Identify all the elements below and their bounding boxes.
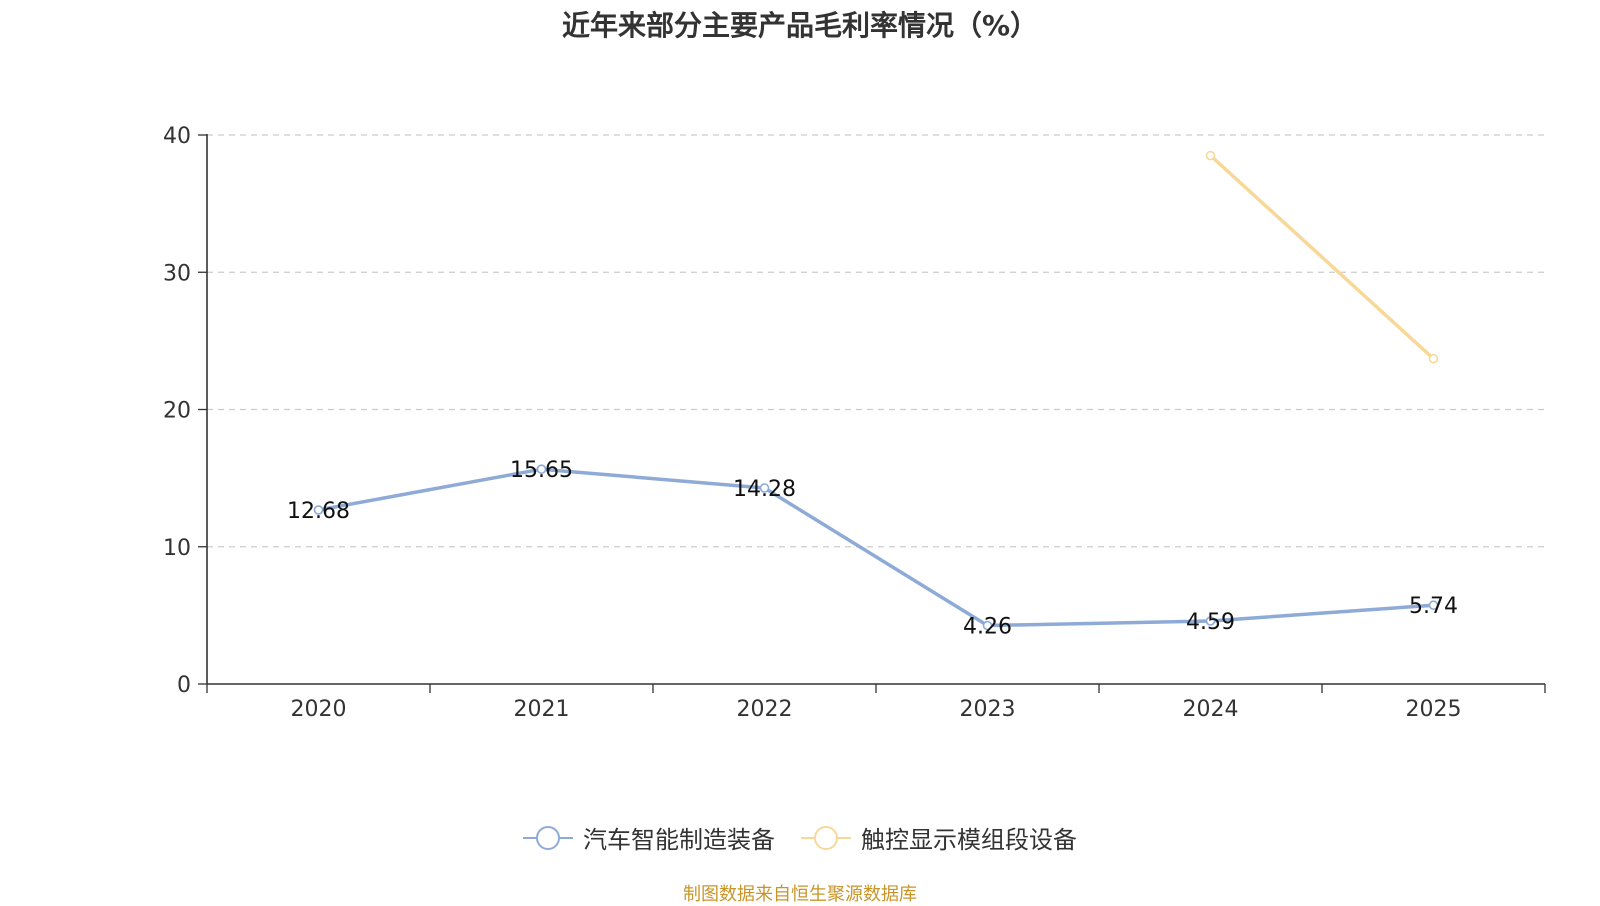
- legend: 汽车智能制造装备 触控显示模组段设备: [0, 820, 1600, 855]
- x-tick-label: 2024: [1183, 697, 1239, 722]
- y-tick-label: 0: [177, 673, 191, 698]
- series-2-line: [1208, 153, 1436, 361]
- y-tick-label: 30: [163, 261, 191, 286]
- y-tick-label: 10: [163, 536, 191, 561]
- legend-swatch-series-1: [523, 825, 573, 850]
- x-tick-label: 2021: [514, 697, 570, 722]
- series-1-point-2020[interactable]: [313, 505, 324, 515]
- series-1-point-2024[interactable]: [1205, 616, 1216, 626]
- x-tick-label: 2025: [1406, 697, 1462, 722]
- series-2-point-2025[interactable]: [1428, 353, 1439, 364]
- series-1-data-label: 14.28: [733, 477, 796, 502]
- series-2-point-2024[interactable]: [1205, 150, 1216, 161]
- x-tick-label: 2020: [291, 697, 347, 722]
- series-1-point-2025[interactable]: [1428, 600, 1439, 611]
- series-1-data-label: 4.26: [963, 615, 1012, 640]
- legend-item-series-2[interactable]: 触控显示模组段设备: [801, 820, 1077, 855]
- series-1-data-label: 12.68: [287, 499, 350, 524]
- legend-label-series-1: 汽车智能制造装备: [583, 826, 775, 854]
- series-1-data-label: 4.59: [1186, 610, 1235, 635]
- series-1-line: [316, 467, 1436, 628]
- legend-item-series-1[interactable]: 汽车智能制造装备: [523, 820, 775, 855]
- series-1-data-label: 15.65: [510, 458, 573, 483]
- source-note: 制图数据来自恒生聚源数据库: [683, 884, 917, 905]
- series-1-data-label: 5.74: [1409, 594, 1458, 619]
- series-1-point-2023[interactable]: [982, 620, 993, 631]
- legend-label-series-2: 触控显示模组段设备: [861, 826, 1077, 854]
- x-tick-label: 2022: [737, 697, 793, 722]
- x-tick-label: 2023: [960, 697, 1016, 722]
- y-tick-label: 20: [163, 399, 191, 424]
- series-1-point-2022[interactable]: [759, 483, 770, 493]
- chart-title: 近年来部分主要产品毛利率情况（%）: [561, 9, 1039, 42]
- y-tick-label: 40: [163, 124, 191, 149]
- legend-swatch-series-2: [801, 825, 851, 850]
- series-1-point-2021[interactable]: [536, 464, 547, 475]
